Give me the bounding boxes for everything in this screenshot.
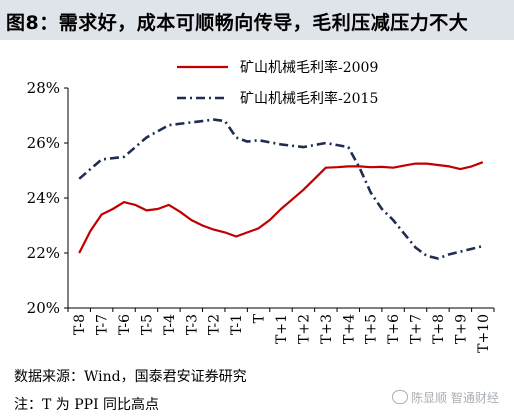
x-tick-label: T+5 [364,314,380,344]
series-line-2 [78,118,484,260]
source-note: 数据来源：Wind，国泰君安证券研究 [14,369,247,385]
x-tick-label: T+3 [319,314,335,344]
x-tick-label: T+7 [409,314,425,344]
x-tick-label: T+6 [386,314,402,344]
x-tick-label: T+8 [431,314,447,344]
chart-title: 图8：需求好，成本可顺畅向传导，毛利压减压力不大 [6,12,469,34]
chart-legend: 矿山机械毛利率-2009 矿山机械毛利率-2015 [177,59,378,107]
watermark-text: 陈显顺 智通财经 [411,391,499,405]
x-tick-label: T+2 [296,314,312,344]
y-tick-label: 20% [27,299,60,317]
y-tick-label: 28% [27,79,60,97]
legend-label-2: 矿山机械毛利率-2015 [240,90,378,107]
chart-area: 20% 22% 24% 26% 28% T-8 T-7 T-6 T-5 T-4 T-3 T-2 T-1 T… [27,59,495,353]
legend-label-1: 矿山机械毛利率-2009 [240,59,378,76]
footnote: 注：T 为 PPI 同比高点 [14,397,160,413]
watermark: 陈显顺 智通财经 [392,389,499,406]
x-tick-label: T-6 [117,314,133,335]
x-tick-label: T-2 [207,314,223,335]
x-tick-label: T [252,313,268,323]
chart-series [78,118,484,260]
x-tick-label: T+9 [453,314,469,344]
x-tick-label: T-5 [139,314,155,335]
series-line-1 [78,161,484,254]
title-bar: 图8：需求好，成本可顺畅向传导，毛利压减压力不大 [0,0,514,40]
wechat-icon [392,390,408,404]
x-tick-label: T-3 [184,314,200,335]
x-tick-label: T-7 [95,314,111,335]
y-tick-label: 24% [27,189,60,207]
x-tick-label: T-4 [162,314,178,335]
y-tick-label: 26% [27,134,60,152]
x-tick-label: T+1 [274,314,290,344]
x-tick-label: T+4 [341,314,357,344]
y-tick-label: 22% [27,244,60,262]
chart-axes: 20% 22% 24% 26% 28% T-8 T-7 T-6 T-5 T-4 T-3 T-2 T-1 T… [27,79,495,353]
x-tick-label: T-1 [229,314,245,335]
x-tick-label: T-8 [72,314,88,335]
x-tick-label: T+10 [476,314,492,353]
